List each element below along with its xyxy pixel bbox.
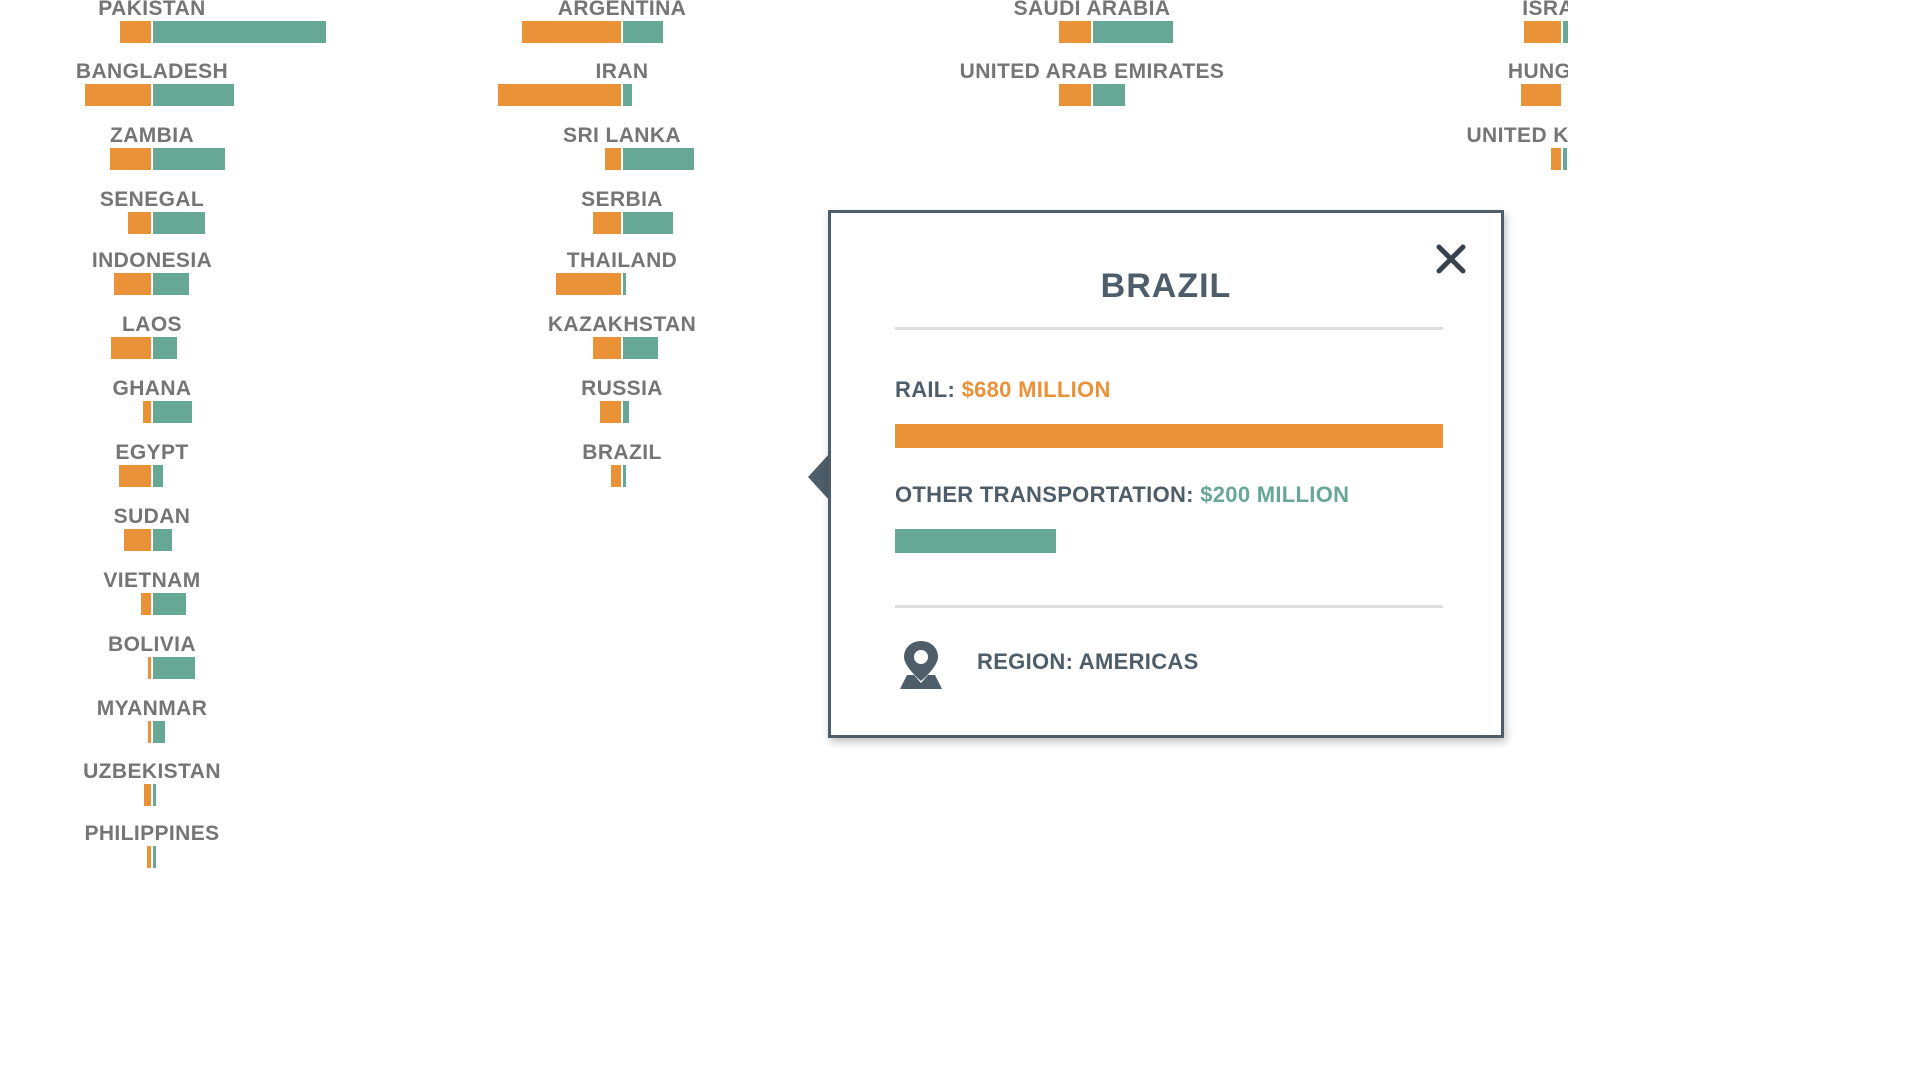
country-label-vietnam[interactable]: VIETNAM	[103, 569, 201, 592]
bar-other-sudan[interactable]	[153, 529, 172, 551]
bar-rail-argentina[interactable]	[522, 21, 621, 43]
popup-divider-top	[895, 327, 1443, 330]
country-label-uk[interactable]: UNITED KINGDOM	[1466, 124, 1568, 147]
bar-rail-hungary[interactable]	[1521, 84, 1561, 106]
country-label-thailand[interactable]: THAILAND	[566, 249, 678, 272]
country-label-israel[interactable]: ISRAEL	[1522, 0, 1568, 20]
bar-other-ghana[interactable]	[153, 401, 193, 423]
bar-rail-laos[interactable]	[111, 337, 151, 359]
bar-other-uae[interactable]	[1093, 84, 1126, 106]
bar-other-bangladesh[interactable]	[153, 84, 234, 106]
bar-rail-uae[interactable]	[1058, 84, 1091, 106]
bar-other-russia[interactable]	[623, 401, 629, 423]
bar-rail-ghana[interactable]	[143, 401, 151, 423]
bar-other-pakistan[interactable]	[153, 21, 326, 43]
country-label-indonesia[interactable]: INDONESIA	[91, 249, 213, 272]
country-label-ghana[interactable]: GHANA	[112, 377, 192, 400]
bar-rail-uzbekistan[interactable]	[144, 784, 151, 806]
country-label-zambia[interactable]: ZAMBIA	[109, 124, 195, 147]
bar-rail-saudi-arabia[interactable]	[1058, 21, 1091, 43]
popup-title: BRAZIL	[1100, 267, 1232, 305]
country-label-bolivia[interactable]: BOLIVIA	[108, 633, 196, 656]
bar-other-zambia[interactable]	[153, 148, 226, 170]
bar-other-sri-lanka[interactable]	[623, 148, 694, 170]
bar-other-thailand[interactable]	[623, 273, 626, 295]
rail-metric: RAIL: $680 MILLION	[895, 377, 1111, 403]
popup-divider-bottom	[895, 605, 1443, 608]
bar-other-argentina[interactable]	[623, 21, 663, 43]
bar-rail-thailand[interactable]	[555, 273, 621, 295]
bar-rail-bolivia[interactable]	[148, 657, 151, 679]
country-label-russia[interactable]: RUSSIA	[581, 377, 663, 400]
bar-rail-iran[interactable]	[497, 84, 621, 106]
rail-metric-value: $680 MILLION	[961, 377, 1111, 402]
other-metric-bar	[895, 529, 1057, 553]
bar-rail-sudan[interactable]	[123, 529, 151, 551]
country-label-saudi-arabia[interactable]: SAUDI ARABIA	[1013, 0, 1171, 20]
country-label-myanmar[interactable]: MYANMAR	[96, 697, 208, 720]
country-label-philippines[interactable]: PHILIPPINES	[84, 822, 220, 845]
bar-other-indonesia[interactable]	[153, 273, 189, 295]
country-label-laos[interactable]: LAOS	[122, 313, 182, 336]
region-text: REGION: AMERICAS	[977, 649, 1199, 674]
bar-other-senegal[interactable]	[153, 212, 205, 234]
bar-other-philippines[interactable]	[153, 846, 156, 868]
other-metric: OTHER TRANSPORTATION: $200 MILLION	[895, 482, 1349, 508]
bar-other-serbia[interactable]	[623, 212, 674, 234]
popup-pointer	[808, 453, 830, 501]
bar-other-uk[interactable]	[1563, 148, 1568, 170]
country-label-sri-lanka[interactable]: SRI LANKA	[563, 124, 681, 147]
other-metric-value: $200 MILLION	[1200, 482, 1350, 507]
bar-rail-indonesia[interactable]	[113, 273, 151, 295]
bar-rail-kazakhstan[interactable]	[592, 337, 621, 359]
country-label-kazakhstan[interactable]: KAZAKHSTAN	[547, 313, 697, 336]
chart-stage: PAKISTAN BANGLADESH ZAMBIA SENEGAL INDONESIA…	[75, 0, 1568, 868]
bar-rail-philippines[interactable]	[146, 846, 151, 868]
country-label-sudan[interactable]: SUDAN	[113, 505, 191, 528]
bar-rail-bangladesh[interactable]	[84, 84, 151, 106]
close-icon[interactable]	[1433, 241, 1469, 277]
bar-other-bolivia[interactable]	[153, 657, 195, 679]
country-label-egypt[interactable]: EGYPT	[115, 441, 189, 464]
bar-other-vietnam[interactable]	[153, 593, 187, 615]
country-label-argentina[interactable]: ARGENTINA	[557, 0, 687, 20]
country-label-iran[interactable]: IRAN	[595, 60, 649, 83]
country-label-uae[interactable]: UNITED ARAB EMIRATES	[959, 60, 1225, 83]
country-label-bangladesh[interactable]: BANGLADESH	[75, 60, 229, 83]
bar-other-israel[interactable]	[1563, 21, 1568, 43]
country-label-senegal[interactable]: SENEGAL	[99, 188, 205, 211]
bar-rail-uk[interactable]	[1550, 148, 1561, 170]
bar-rail-egypt[interactable]	[118, 465, 151, 487]
bar-rail-russia[interactable]	[599, 401, 621, 423]
bar-rail-senegal[interactable]	[128, 212, 151, 234]
bar-rail-israel[interactable]	[1523, 21, 1561, 43]
bar-rail-zambia[interactable]	[110, 148, 151, 170]
rail-metric-label: RAIL:	[895, 377, 962, 402]
bar-other-egypt[interactable]	[153, 465, 164, 487]
country-label-serbia[interactable]: SERBIA	[581, 188, 663, 211]
bar-rail-vietnam[interactable]	[140, 593, 151, 615]
bar-other-uzbekistan[interactable]	[153, 784, 156, 806]
bar-rail-brazil[interactable]	[610, 465, 621, 487]
map-pin-icon	[897, 639, 945, 691]
bar-rail-myanmar[interactable]	[148, 721, 151, 743]
bar-rail-sri-lanka[interactable]	[604, 148, 621, 170]
bar-rail-serbia[interactable]	[592, 212, 621, 234]
bar-rail-pakistan[interactable]	[120, 21, 151, 43]
country-label-brazil[interactable]: BRAZIL	[582, 441, 662, 464]
bar-other-brazil[interactable]	[623, 465, 626, 487]
country-label-uzbekistan[interactable]: UZBEKISTAN	[83, 760, 221, 783]
rail-metric-bar	[895, 424, 1443, 448]
other-metric-label: OTHER TRANSPORTATION:	[895, 482, 1201, 507]
bar-other-laos[interactable]	[153, 337, 177, 359]
bar-other-myanmar[interactable]	[153, 721, 165, 743]
bar-other-iran[interactable]	[623, 84, 632, 106]
bar-other-kazakhstan[interactable]	[623, 337, 658, 359]
country-label-pakistan[interactable]: PAKISTAN	[98, 0, 206, 20]
bar-other-saudi-arabia[interactable]	[1093, 21, 1173, 43]
country-label-hungary[interactable]: HUNGARY	[1507, 60, 1568, 83]
country-detail-popup: BRAZIL RAIL: $680 MILLION OTHER TRANSPOR…	[828, 210, 1504, 738]
